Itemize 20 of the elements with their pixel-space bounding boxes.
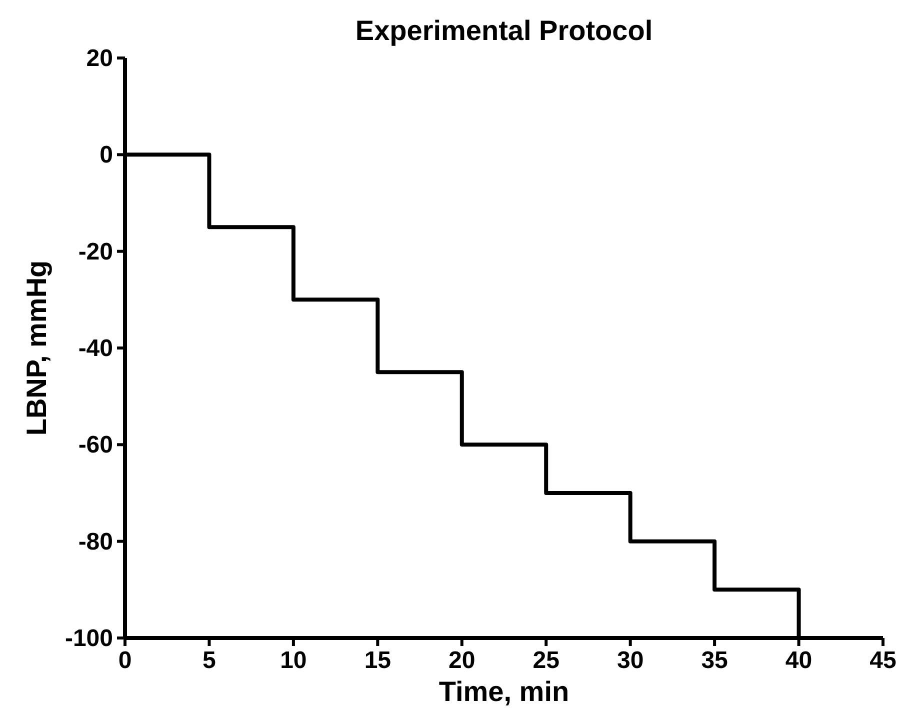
x-tick-label: 25: [532, 647, 560, 674]
x-tick-label: 0: [118, 647, 132, 674]
x-tick-label: 35: [701, 647, 728, 674]
y-axis-title: LBNP, mmHg: [21, 260, 52, 436]
x-tick-label: 10: [280, 647, 307, 674]
y-tick-label: 20: [86, 45, 113, 72]
y-tick-label: -20: [78, 238, 113, 266]
chart-title: Experimental Protocol: [355, 15, 653, 46]
x-tick-label: 30: [616, 647, 644, 674]
x-tick-label: 5: [202, 647, 216, 674]
x-tick-label: 20: [448, 647, 476, 674]
x-axis-title: Time, min: [438, 676, 570, 707]
y-tick-label: -40: [78, 335, 113, 362]
y-tick-label: -60: [78, 432, 113, 459]
x-tick-label: 15: [364, 647, 392, 674]
x-tick-label: 45: [870, 647, 896, 674]
y-tick-label: -100: [64, 625, 113, 652]
y-tick-label: 0: [100, 142, 113, 169]
x-tick-label: 40: [785, 647, 812, 674]
y-tick-label: -80: [78, 528, 113, 556]
